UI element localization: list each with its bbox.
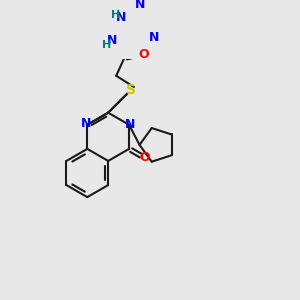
Text: O: O (138, 47, 149, 61)
Text: O: O (139, 151, 150, 164)
Text: N: N (116, 11, 126, 24)
Text: H: H (111, 10, 120, 20)
Text: N: N (125, 118, 135, 131)
Text: N: N (81, 117, 92, 130)
Text: H: H (102, 40, 111, 50)
Text: N: N (107, 34, 117, 47)
Text: S: S (126, 83, 136, 97)
Text: N: N (135, 0, 146, 11)
Text: N: N (148, 31, 159, 44)
